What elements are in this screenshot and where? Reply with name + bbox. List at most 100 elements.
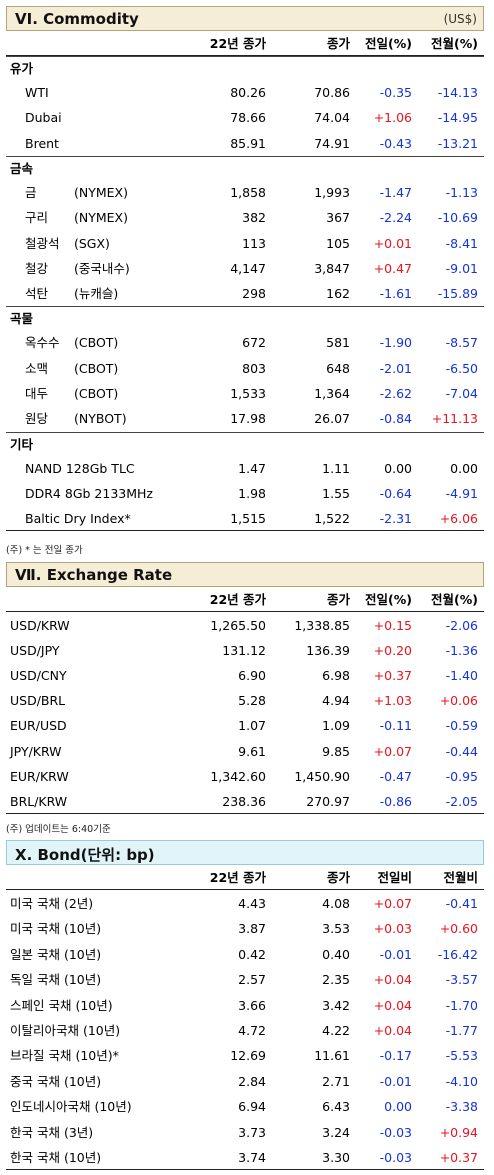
- bond-header-row: 22년 종가 종가 전일비 전월비: [6, 866, 484, 890]
- close-value: 9.85: [322, 743, 350, 759]
- monthly-change-value: -3.38: [445, 1099, 478, 1115]
- close-value: 4.22: [322, 1023, 350, 1038]
- row-label: 일본 국채 (10년): [10, 946, 102, 962]
- close-value: 4.08: [322, 896, 350, 911]
- prev-year-close-value: 298: [242, 286, 266, 302]
- daily-change-value: +0.15: [373, 618, 412, 633]
- row-label: EUR/KRW: [10, 768, 69, 784]
- group-header: 곡물: [6, 306, 484, 330]
- monthly-change-value: -16.42: [437, 946, 478, 962]
- table-row: USD/KRW 1,265.50 1,338.85 +0.15 -2.06: [6, 613, 484, 638]
- row-label: 독일 국채 (10년): [10, 972, 102, 988]
- exchange-footnote: (주) 업데이트는 6:40기준: [6, 824, 111, 835]
- table-row: Brent 85.91 74.91 -0.43 -13.21: [6, 131, 484, 156]
- table-row: EUR/KRW 1,342.60 1,450.90 -0.47 -0.95: [6, 764, 484, 789]
- close-value: 0.40: [322, 946, 350, 962]
- table-row: WTI 80.26 70.86 -0.35 -14.13: [6, 80, 484, 105]
- table-row: 미국 국채 (10년) 3.87 3.53 +0.03 +0.60: [6, 916, 484, 941]
- monthly-change-value: +0.94: [439, 1124, 478, 1140]
- prev-year-close-value: 3.74: [238, 1150, 266, 1165]
- monthly-change-value: -1.13: [445, 184, 478, 200]
- row-label: DDR4 8Gb 2133MHz: [25, 485, 153, 501]
- commodity-header-row: 22년 종가 종가 전일(%) 전월(%): [6, 32, 484, 56]
- close-value: 367: [326, 210, 350, 226]
- row-label: 한국 국채 (10년): [10, 1150, 102, 1165]
- prev-year-close-value: 1,342.60: [210, 768, 266, 784]
- monthly-change-value: -14.13: [437, 85, 478, 100]
- prev-year-close-value: 382: [242, 210, 266, 226]
- row-sublabel: (NYMEX): [74, 210, 128, 226]
- daily-change-value: -0.43: [379, 135, 412, 151]
- close-value: 1,450.90: [294, 768, 350, 784]
- row-label: 구리: [25, 210, 49, 226]
- daily-change-value: +0.20: [373, 643, 412, 659]
- prev-year-close-value: 3.66: [238, 997, 266, 1013]
- monthly-change-value: +0.60: [439, 921, 478, 937]
- commodity-unit: (US$): [443, 12, 477, 26]
- table-row: JPY/KRW 9.61 9.85 +0.07 -0.44: [6, 739, 484, 764]
- close-value: 74.04: [314, 110, 350, 126]
- daily-change-value: -2.24: [379, 210, 412, 226]
- bond-title: X. Bond(단위: bp): [15, 846, 155, 864]
- table-row: EUR/USD 1.07 1.09 -0.11 -0.59: [6, 713, 484, 738]
- monthly-change-value: -2.05: [445, 793, 478, 809]
- close-value: 4.94: [322, 693, 350, 709]
- row-sublabel: (CBOT): [74, 360, 119, 376]
- close-value: 1.11: [322, 460, 350, 476]
- prev-year-close-value: 1.98: [238, 485, 266, 501]
- row-label: 소맥: [25, 360, 49, 376]
- close-value: 11.61: [314, 1048, 350, 1064]
- row-sublabel: (SGX): [74, 235, 110, 251]
- table-row: 브라질 국채 (10년)* 12.69 11.61 -0.17 -5.53: [6, 1043, 484, 1068]
- row-label: 미국 국채 (10년): [10, 921, 102, 937]
- close-value: 2.71: [322, 1073, 350, 1089]
- row-label: WTI: [25, 85, 49, 100]
- monthly-change-value: -5.53: [445, 1048, 478, 1064]
- col-header-close: 종가: [326, 592, 350, 607]
- monthly-change-value: 0.00: [450, 460, 478, 476]
- daily-change-value: -0.01: [379, 1073, 412, 1089]
- monthly-change-value: -10.69: [437, 210, 478, 226]
- row-label: USD/JPY: [10, 643, 60, 659]
- prev-year-close-value: 17.98: [230, 411, 266, 427]
- row-sublabel: (뉴캐슬): [74, 286, 119, 302]
- prev-year-close-value: 1,265.50: [210, 618, 266, 633]
- monthly-change-value: -9.01: [445, 260, 478, 276]
- daily-change-value: -1.90: [379, 335, 412, 351]
- close-value: 1,522: [314, 511, 350, 527]
- daily-change-value: +1.03: [373, 693, 412, 709]
- close-value: 1.55: [322, 485, 350, 501]
- row-label: JPY/KRW: [10, 743, 62, 759]
- monthly-change-value: -4.10: [445, 1073, 478, 1089]
- row-label: 한국 국채 (3년): [10, 1124, 94, 1140]
- table-row: 대두 (CBOT) 1,533 1,364 -2.62 -7.04: [6, 381, 484, 406]
- table-row: 옥수수 (CBOT) 672 581 -1.90 -8.57: [6, 330, 484, 355]
- table-row: 스페인 국채 (10년) 3.66 3.42 +0.04 -1.70: [6, 993, 484, 1018]
- monthly-change-value: +0.37: [439, 1150, 478, 1165]
- group-header: 유가: [6, 56, 484, 80]
- exchange-title: Ⅶ. Exchange Rate: [15, 566, 173, 584]
- table-row: Baltic Dry Index* 1,515 1,522 -2.31 +6.06: [6, 506, 484, 532]
- close-value: 74.91: [314, 135, 350, 151]
- row-label: USD/CNY: [10, 668, 67, 684]
- group-header: 기타: [6, 431, 484, 456]
- daily-change-value: -0.47: [379, 768, 412, 784]
- monthly-change-value: -1.36: [445, 643, 478, 659]
- bond-section-title: X. Bond(단위: bp): [6, 840, 484, 865]
- col-header-monthly-change: 전월비: [443, 870, 478, 885]
- exchange-header-row: 22년 종가 종가 전일(%) 전월(%): [6, 588, 484, 612]
- prev-year-close-value: 2.57: [238, 972, 266, 988]
- daily-change-value: +0.04: [373, 1023, 412, 1038]
- row-sublabel: (CBOT): [74, 386, 119, 401]
- group-label: 유가: [10, 61, 34, 76]
- prev-year-close-value: 1,858: [230, 184, 266, 200]
- prev-year-close-value: 2.84: [238, 1073, 266, 1089]
- daily-change-value: -0.03: [379, 1150, 412, 1165]
- daily-change-value: +0.47: [373, 260, 412, 276]
- monthly-change-value: -0.95: [445, 768, 478, 784]
- prev-year-close-value: 9.61: [238, 743, 266, 759]
- close-value: 3.24: [322, 1124, 350, 1140]
- col-header-daily-change: 전일(%): [365, 36, 412, 51]
- row-label: 철강: [25, 260, 49, 276]
- table-row: NAND 128Gb TLC 1.47 1.11 0.00 0.00: [6, 456, 484, 481]
